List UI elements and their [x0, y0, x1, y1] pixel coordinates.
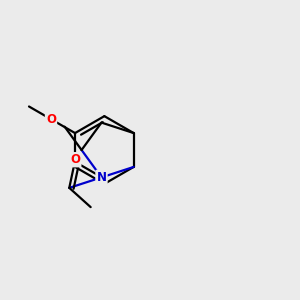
Text: O: O: [70, 153, 80, 166]
Text: O: O: [46, 113, 56, 126]
Text: N: N: [97, 171, 106, 184]
